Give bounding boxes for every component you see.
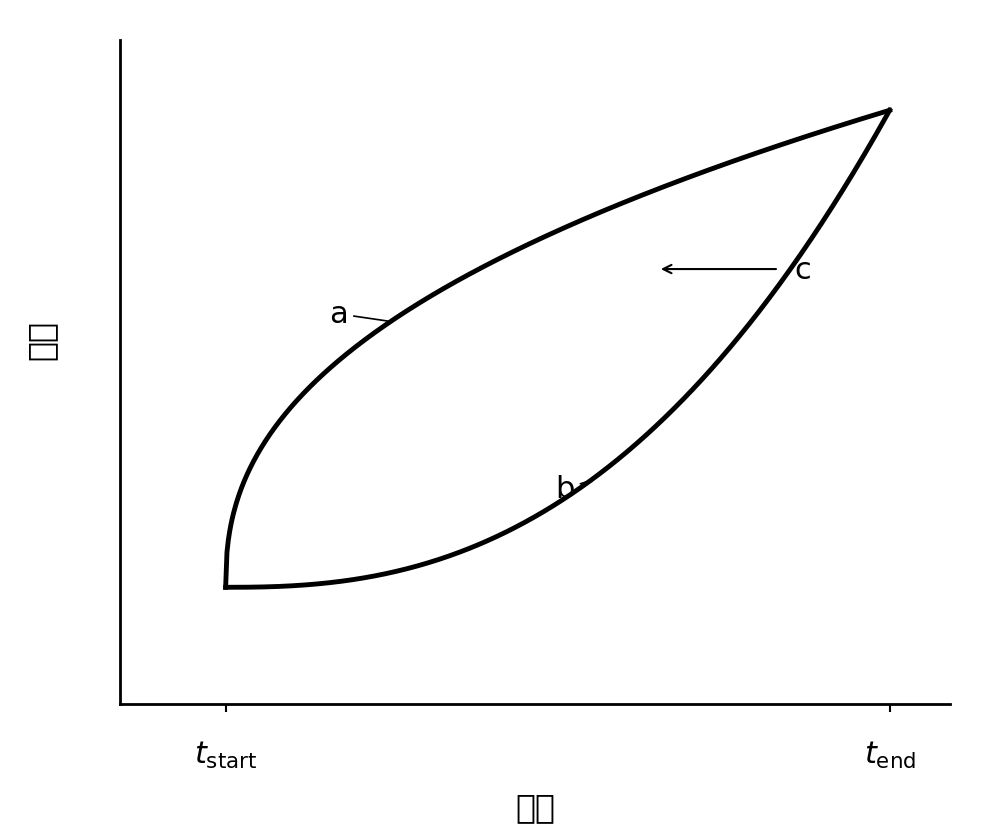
Text: 温度: 温度 xyxy=(25,320,58,359)
Text: b: b xyxy=(555,474,588,503)
Text: c: c xyxy=(794,255,811,284)
Text: a: a xyxy=(329,300,388,329)
Text: 时间: 时间 xyxy=(515,790,555,823)
Text: $t_{\rm end}$: $t_{\rm end}$ xyxy=(864,739,916,770)
Text: $t_{\rm start}$: $t_{\rm start}$ xyxy=(194,739,257,770)
